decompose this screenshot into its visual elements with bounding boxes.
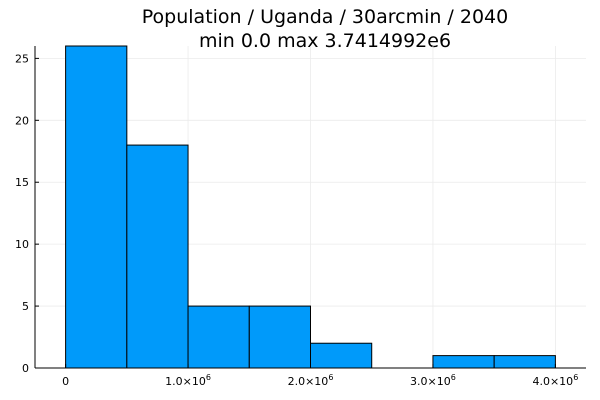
- x-tick-label: 1.0×106: [165, 373, 211, 388]
- x-tick-label: 0: [62, 375, 69, 388]
- histogram-bar: [310, 342, 373, 369]
- y-tick-label: 15: [15, 176, 29, 189]
- histogram-bar: [187, 305, 250, 369]
- x-tick-label: 4.0×106: [532, 373, 578, 388]
- x-tick-label: 2.0×106: [288, 373, 334, 388]
- y-tick-label: 20: [15, 114, 29, 127]
- y-tick-label: 0: [22, 362, 29, 375]
- chart-title: Population / Uganda / 30arcmin / 2040: [142, 6, 508, 28]
- histogram-bars: [65, 45, 556, 369]
- histogram-bar: [493, 355, 556, 369]
- tick-labels: 0 1.0×106 2.0×106 3.0×106 4.0×106 0 5 10 15 20 25: [15, 52, 578, 388]
- x-tick-label: 3.0×106: [410, 373, 456, 388]
- y-tick-label: 10: [15, 238, 29, 251]
- histogram-bar: [126, 144, 189, 369]
- chart-subtitle: min 0.0 max 3.7414992e6: [199, 30, 451, 52]
- axes: [34, 46, 586, 369]
- y-tick-label: 25: [15, 52, 29, 65]
- y-tick-label: 5: [22, 300, 29, 313]
- histogram-bar: [432, 355, 495, 369]
- histogram-bar: [248, 305, 311, 369]
- histogram-bar: [65, 45, 128, 369]
